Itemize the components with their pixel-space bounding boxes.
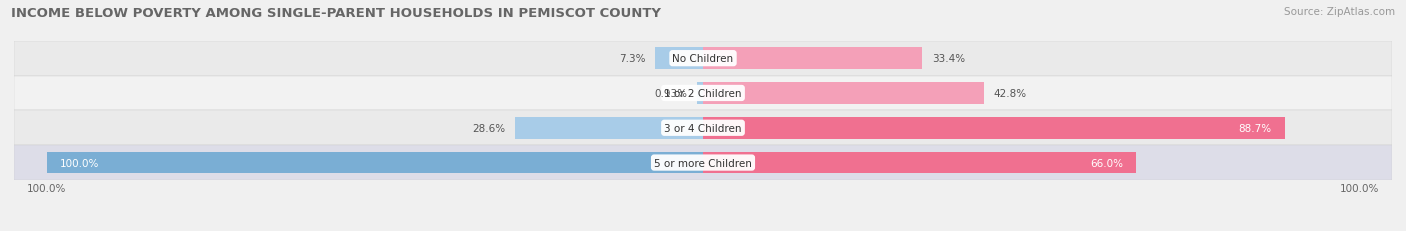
- Bar: [14, 76, 1392, 111]
- Bar: [46, 152, 703, 174]
- Text: 1 or 2 Children: 1 or 2 Children: [664, 88, 742, 99]
- Text: 7.3%: 7.3%: [619, 54, 645, 64]
- Text: 28.6%: 28.6%: [472, 123, 506, 133]
- Text: 66.0%: 66.0%: [1090, 158, 1123, 168]
- Bar: [703, 48, 922, 70]
- Text: 88.7%: 88.7%: [1239, 123, 1272, 133]
- Text: INCOME BELOW POVERTY AMONG SINGLE-PARENT HOUSEHOLDS IN PEMISCOT COUNTY: INCOME BELOW POVERTY AMONG SINGLE-PARENT…: [11, 7, 661, 20]
- Bar: [655, 48, 703, 70]
- Bar: [14, 111, 1392, 146]
- Bar: [703, 118, 1285, 139]
- Bar: [516, 118, 703, 139]
- Bar: [14, 42, 1392, 76]
- Bar: [697, 83, 703, 104]
- Text: 5 or more Children: 5 or more Children: [654, 158, 752, 168]
- Text: 100.0%: 100.0%: [60, 158, 100, 168]
- Text: 33.4%: 33.4%: [932, 54, 965, 64]
- Text: No Children: No Children: [672, 54, 734, 64]
- Bar: [703, 83, 984, 104]
- Bar: [703, 152, 1136, 174]
- Bar: [14, 146, 1392, 180]
- Text: 3 or 4 Children: 3 or 4 Children: [664, 123, 742, 133]
- Text: 0.93%: 0.93%: [654, 88, 688, 99]
- Text: Source: ZipAtlas.com: Source: ZipAtlas.com: [1284, 7, 1395, 17]
- Text: 42.8%: 42.8%: [994, 88, 1026, 99]
